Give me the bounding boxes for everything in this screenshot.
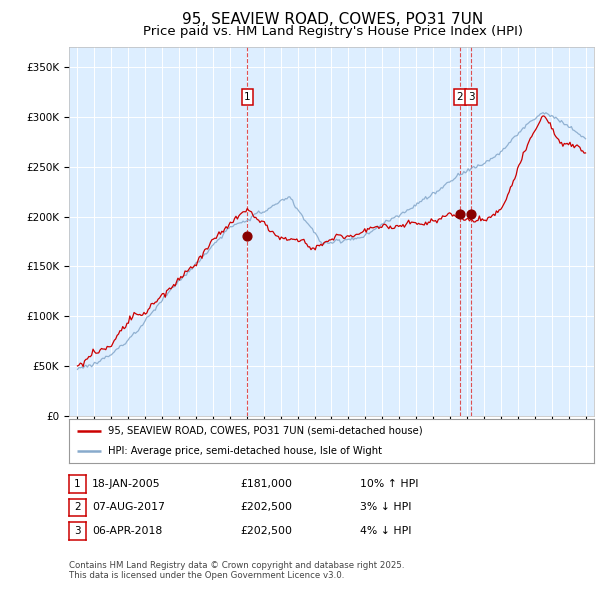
Text: 1: 1 [74, 479, 81, 489]
Text: 3% ↓ HPI: 3% ↓ HPI [360, 503, 412, 512]
Text: 18-JAN-2005: 18-JAN-2005 [92, 479, 160, 489]
Text: £202,500: £202,500 [240, 503, 292, 512]
Text: 07-AUG-2017: 07-AUG-2017 [92, 503, 164, 512]
Point [455, 209, 465, 219]
Text: 95, SEAVIEW ROAD, COWES, PO31 7UN: 95, SEAVIEW ROAD, COWES, PO31 7UN [182, 12, 484, 27]
Point [242, 231, 252, 240]
Text: £181,000: £181,000 [240, 479, 292, 489]
Text: 2: 2 [457, 92, 463, 102]
Text: 10% ↑ HPI: 10% ↑ HPI [360, 479, 419, 489]
Text: 3: 3 [74, 526, 81, 536]
Text: Price paid vs. HM Land Registry's House Price Index (HPI): Price paid vs. HM Land Registry's House … [143, 25, 523, 38]
Text: 95, SEAVIEW ROAD, COWES, PO31 7UN (semi-detached house): 95, SEAVIEW ROAD, COWES, PO31 7UN (semi-… [109, 426, 423, 436]
Text: Contains HM Land Registry data © Crown copyright and database right 2025.
This d: Contains HM Land Registry data © Crown c… [69, 560, 404, 580]
Text: 4% ↓ HPI: 4% ↓ HPI [360, 526, 412, 536]
Text: £202,500: £202,500 [240, 526, 292, 536]
Text: 1: 1 [244, 92, 251, 102]
Text: 2: 2 [74, 503, 81, 512]
Text: HPI: Average price, semi-detached house, Isle of Wight: HPI: Average price, semi-detached house,… [109, 446, 382, 456]
Text: 3: 3 [468, 92, 475, 102]
Text: 06-APR-2018: 06-APR-2018 [92, 526, 162, 536]
Point [467, 209, 476, 219]
